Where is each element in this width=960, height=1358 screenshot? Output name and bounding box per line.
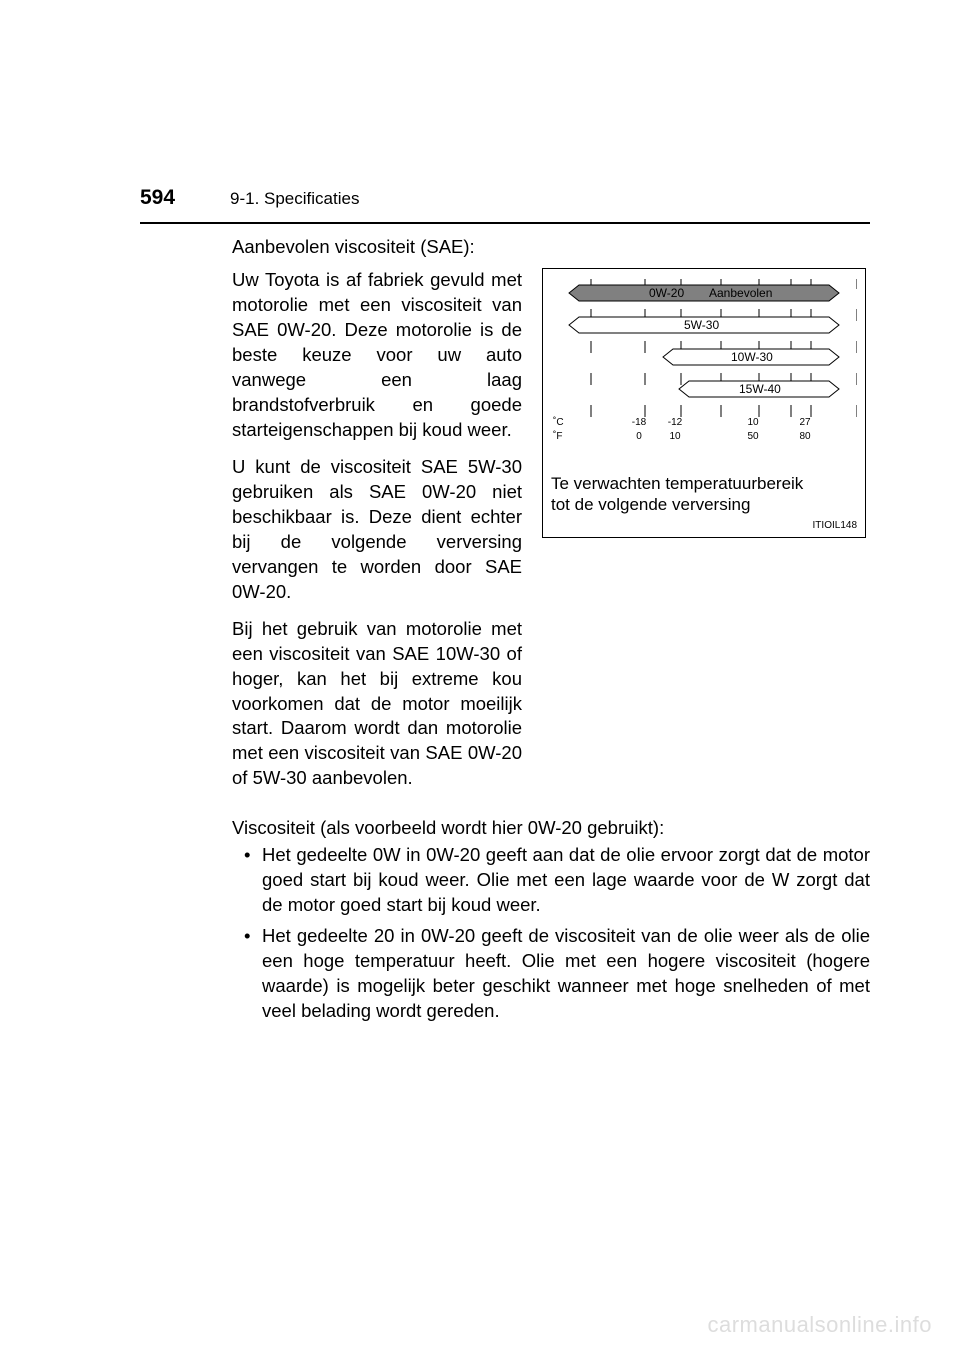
content-area: Aanbevolen viscositeit (SAE): Uw Toyota … [232,236,870,1030]
svg-text:15W-40: 15W-40 [739,382,781,396]
svg-text:50: 50 [747,431,759,442]
viscosity-chart-box: 0W-20 Aanbevolen 5W-30 10W-30 15W-40 ˚C ˚F -18 -… [542,268,866,538]
chart-id: ITIOIL148 [549,520,857,531]
svg-text:˚F: ˚F [553,430,562,442]
svg-text:80: 80 [799,431,811,442]
page-number: 594 [140,186,175,210]
svg-text:10: 10 [669,431,681,442]
two-column-block: Uw Toyota is af fabriek gevuld met motor… [232,268,870,803]
chart-caption-line2: tot de volgende verversing [551,495,750,514]
below-intro: Viscositeit (als voorbeeld wordt hier 0W… [232,817,870,839]
section-title: 9-1. Specificaties [230,189,359,209]
svg-text:10W-30: 10W-30 [731,350,773,364]
svg-text:0W-20: 0W-20 [649,286,684,300]
left-column: Uw Toyota is af fabriek gevuld met motor… [232,268,522,803]
svg-text:-18: -18 [632,417,647,428]
svg-text:27: 27 [799,417,811,428]
right-column: 0W-20 Aanbevolen 5W-30 10W-30 15W-40 ˚C ˚F -18 -… [542,268,870,803]
viscosity-chart: 0W-20 Aanbevolen 5W-30 10W-30 15W-40 ˚C ˚F -18 -… [549,275,857,465]
intro-line: Aanbevolen viscositeit (SAE): [232,236,870,258]
svg-text:˚C: ˚C [553,416,564,428]
below-section: Viscositeit (als voorbeeld wordt hier 0W… [232,817,870,1024]
page: 594 9-1. Specificaties Aanbevolen viscos… [0,0,960,1358]
header-rule [140,222,870,224]
bullet-list: Het gedeelte 0W in 0W-20 geeft aan dat d… [232,843,870,1024]
page-header: 594 9-1. Specificaties [140,186,870,216]
chart-caption: Te verwachten temperatuurbereik tot de v… [551,473,857,516]
svg-text:5W-30: 5W-30 [684,318,719,332]
chart-caption-line1: Te verwachten temperatuurbereik [551,474,803,493]
svg-text:-12: -12 [668,417,683,428]
list-item: Het gedeelte 0W in 0W-20 geeft aan dat d… [248,843,870,918]
paragraph-1: Uw Toyota is af fabriek gevuld met motor… [232,268,522,443]
svg-text:0: 0 [636,431,642,442]
svg-text:Aanbevolen: Aanbevolen [709,286,772,300]
watermark-text: carmanualsonline.info [707,1312,932,1338]
paragraph-3: Bij het gebruik van motorolie met een vi… [232,617,522,792]
svg-text:10: 10 [747,417,759,428]
list-item: Het gedeelte 20 in 0W-20 geeft de viscos… [248,924,870,1024]
paragraph-2: U kunt de viscositeit SAE 5W-30 gebruike… [232,455,522,605]
